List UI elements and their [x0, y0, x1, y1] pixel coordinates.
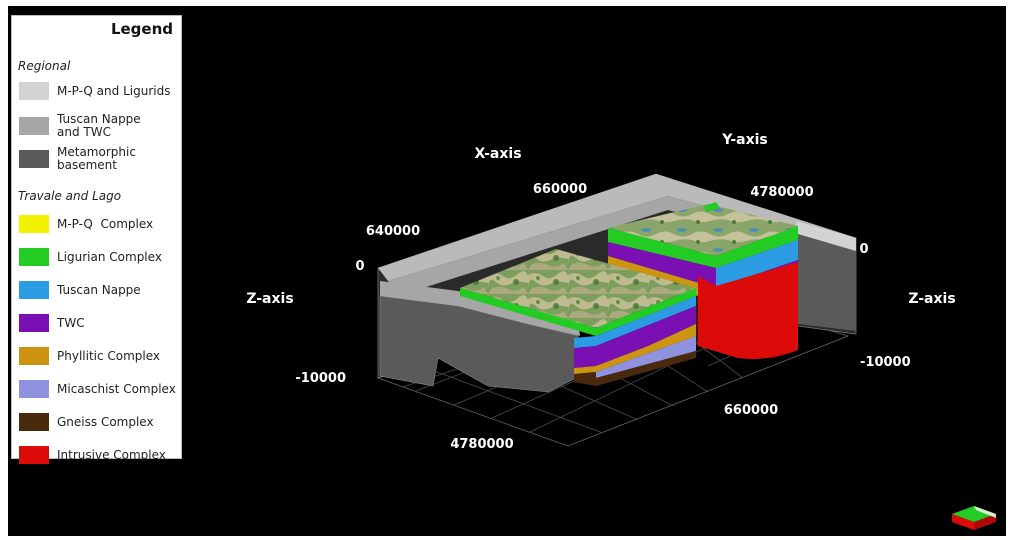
legend-label: Phyllitic Complex — [57, 348, 161, 363]
legend-swatch — [19, 314, 49, 332]
z-tick-right: 0 — [859, 242, 868, 257]
legend-item: Tuscan Nappe and TWC — [19, 111, 181, 141]
legend-section-travale-lago: Travale and Lago — [18, 189, 122, 203]
legend-panel: Legend Regional M-P-Q and Ligurids Tusca… — [11, 15, 182, 464]
y-tick: 660000 — [724, 403, 778, 418]
legend-item: Micaschist Complex — [19, 374, 181, 404]
legend-item: Intrusive Complex — [19, 440, 181, 470]
x-tick: 640000 — [366, 224, 420, 239]
legend-swatch — [19, 150, 49, 168]
z-tick-left: -10000 — [295, 371, 346, 386]
legend-swatch — [19, 248, 49, 266]
orientation-cube-icon[interactable] — [952, 506, 996, 530]
3d-scene: X-axis Y-axis Z-axis Z-axis 640000 66000… — [246, 132, 996, 530]
legend-label: Micaschist Complex — [57, 381, 176, 396]
legend-label: Tuscan Nappe and TWC — [57, 112, 141, 139]
legend-swatch — [19, 281, 49, 299]
legend-label: Gneiss Complex — [57, 414, 154, 429]
legend-label: M-P-Q Complex — [57, 216, 154, 231]
legend-section-regional: Regional — [18, 59, 71, 73]
3d-model-viewport[interactable]: Legend Regional M-P-Q and Ligurids Tusca… — [8, 6, 1006, 536]
legend-swatch — [19, 413, 49, 431]
legend-title: Legend — [110, 20, 173, 38]
legend-item: Ligurian Complex — [19, 242, 181, 272]
legend-item: Tuscan Nappe — [19, 275, 181, 305]
legend-item: Metamorphic basement — [19, 144, 181, 174]
front-tick: 4780000 — [450, 437, 513, 452]
legend-label: M-P-Q and Ligurids — [57, 83, 171, 98]
z-tick-right: -10000 — [860, 355, 911, 370]
legend-label: Metamorphic basement — [57, 145, 136, 172]
y-tick: 4780000 — [750, 185, 813, 200]
legend-swatch — [19, 82, 49, 100]
legend-label: TWC — [57, 315, 85, 330]
y-axis-label: Y-axis — [721, 132, 768, 148]
legend-item: Phyllitic Complex — [19, 341, 181, 371]
legend-swatch — [19, 347, 49, 365]
legend-swatch — [19, 380, 49, 398]
legend-swatch — [19, 117, 49, 135]
z-tick-left: 0 — [355, 259, 364, 274]
z-axis-label-right: Z-axis — [908, 291, 955, 307]
legend-swatch — [19, 446, 49, 464]
x-axis-label: X-axis — [474, 146, 521, 162]
legend-swatch — [19, 215, 49, 233]
legend-item: M-P-Q Complex — [19, 209, 181, 239]
z-axis-label-left: Z-axis — [246, 291, 293, 307]
legend-item: TWC — [19, 308, 181, 338]
x-tick: 660000 — [533, 182, 587, 197]
legend-label: Tuscan Nappe — [57, 282, 141, 297]
legend-item: M-P-Q and Ligurids — [19, 76, 181, 106]
legend-label: Intrusive Complex — [57, 447, 166, 462]
legend-label: Ligurian Complex — [57, 249, 162, 264]
legend-item: Gneiss Complex — [19, 407, 181, 437]
travale-block — [460, 249, 696, 386]
